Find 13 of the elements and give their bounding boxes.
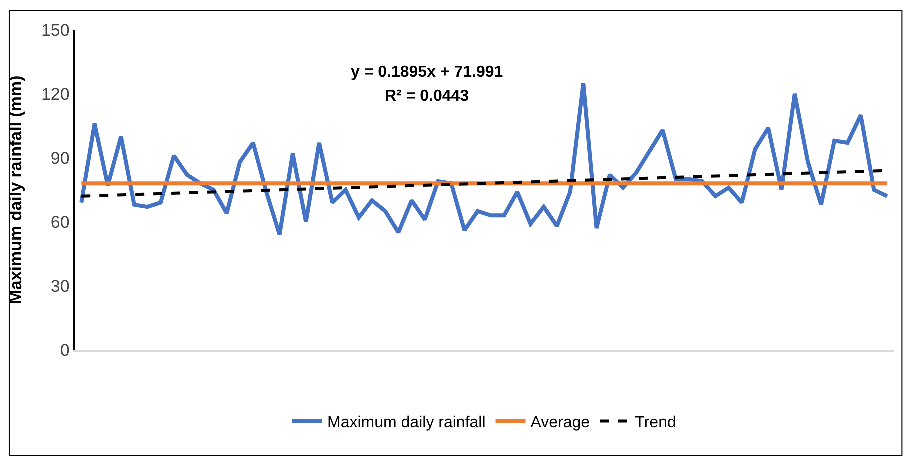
y-tick-label: 90 <box>50 148 70 168</box>
y-tick-label: 0 <box>60 340 70 360</box>
y-tick-label: 150 <box>41 20 70 40</box>
y-tick-label: 30 <box>50 276 70 296</box>
annotation: R² = 0.0443 <box>385 88 470 105</box>
y-tick-label: 120 <box>41 84 70 104</box>
annotation: y = 0.1895x + 71.991 <box>351 64 504 81</box>
y-axis-title: Maximum daily rainfall (mm) <box>6 76 26 304</box>
legend-label: Trend <box>635 414 676 432</box>
legend-label: Maximum daily rainfall <box>328 414 486 432</box>
line-series <box>80 81 890 237</box>
legend-label: Average <box>530 414 590 432</box>
y-tick-label: 60 <box>50 212 70 232</box>
